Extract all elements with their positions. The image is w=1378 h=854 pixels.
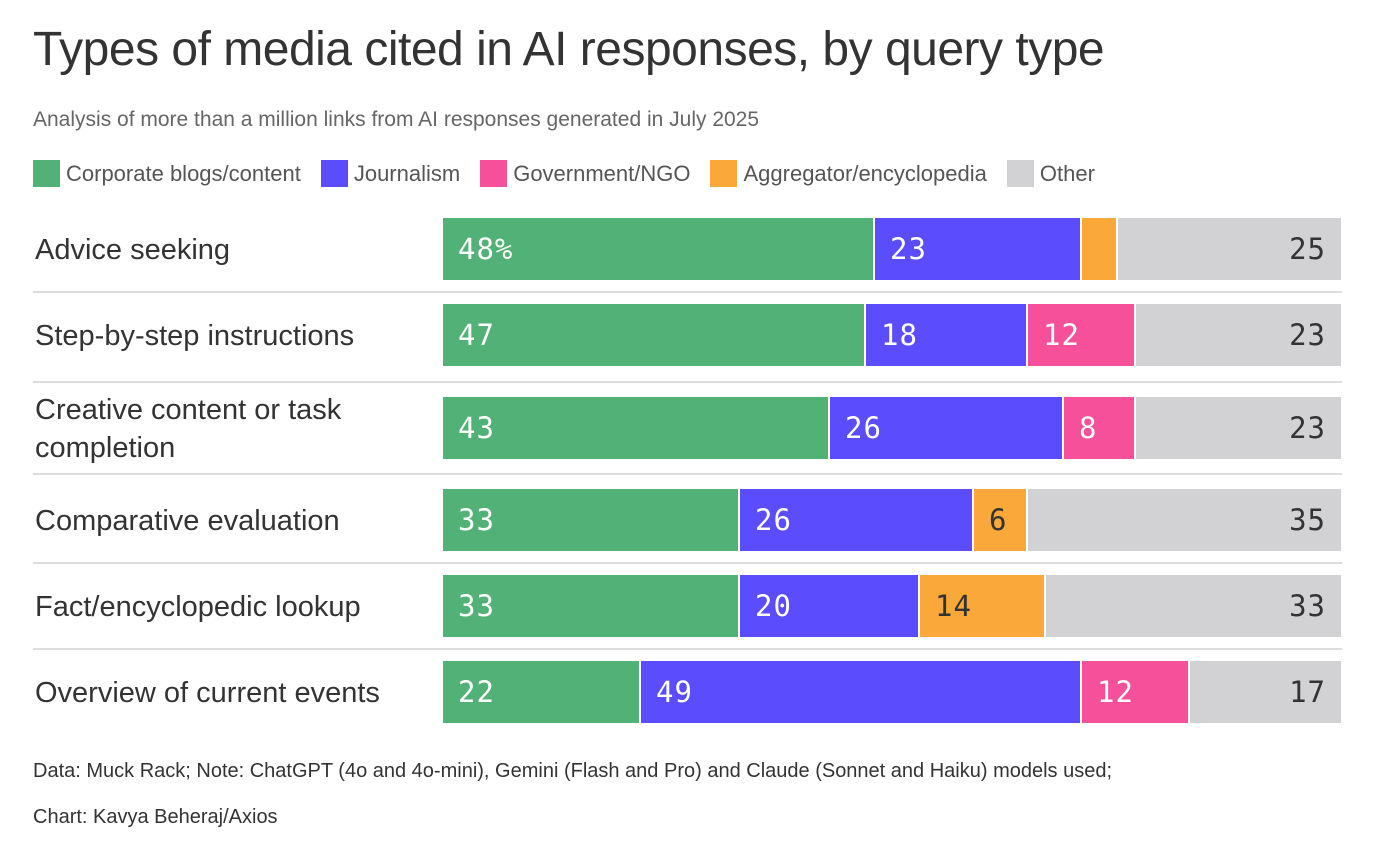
data-label: 8 [1079,411,1097,445]
bar-segment [441,659,641,725]
category-label: Creative content or task [35,394,342,426]
category-label: Comparative evaluation [35,505,340,537]
data-label: 12 [1097,675,1134,709]
bar-segment [1080,659,1190,725]
legend-label-government: Government/NGO [513,160,691,186]
data-label: 14 [935,589,972,623]
data-label: 20 [755,589,792,623]
bar-segment [873,216,1082,282]
data-label: 48% [458,232,513,266]
data-label: 23 [1289,318,1326,352]
category-label: Advice seeking [35,234,230,266]
data-label: 33 [458,503,495,537]
bar-segment [1026,487,1343,553]
bar-segment [441,487,740,553]
data-label: 33 [1289,589,1326,623]
category-label: Step-by-step instructions [35,320,354,352]
chart-title: Types of media cited in AI responses, by… [33,23,1105,76]
bar-segment [738,573,920,639]
bar-segment [441,216,875,282]
bar-segment [1188,659,1343,725]
bar-segment [1062,395,1136,461]
bar-segment [1134,302,1343,368]
legend-swatch-government [480,160,508,187]
legend-label-journalism: Journalism [353,160,461,186]
category-label: Overview of current events [35,677,380,709]
bar-segment [1080,216,1118,282]
data-label: 22 [458,675,495,709]
category-label: completion [35,432,175,464]
bar-segment [1044,573,1343,639]
data-label: 23 [890,232,927,266]
chart-subtitle: Analysis of more than a million links fr… [33,108,760,131]
data-label: 47 [458,318,495,352]
bar-segment [1116,216,1343,282]
legend-item-aggregator: Aggregator/encyclopedia [710,160,987,187]
legend-swatch-aggregator [710,160,738,187]
bar-segment [441,395,830,461]
legend-swatch-other [1006,160,1034,187]
data-label: 26 [845,411,882,445]
data-label: 12 [1043,318,1080,352]
legend-swatch-corporate [33,160,60,187]
legend-item-corporate: Corporate blogs/content [33,160,301,187]
bar-segment [828,395,1064,461]
data-label: 18 [881,318,918,352]
legend: Corporate blogs/content Journalism Gover… [33,160,1095,187]
data-label: 43 [458,411,495,445]
data-label: 17 [1289,675,1326,709]
data-label: 23 [1289,411,1326,445]
bar-segment [1026,302,1136,368]
bar-segment [639,659,1082,725]
legend-label-other: Other [1039,160,1095,186]
data-label: 25 [1289,232,1326,266]
stacked-bar-chart: Advice seeking 48% 23 25 Step-by-step instru… [33,216,1343,725]
bar-segment [441,302,866,368]
bar-segment [441,573,740,639]
source-note: Data: Muck Rack; Note: ChatGPT (4o and 4… [33,760,1113,782]
bar-segment [1134,395,1343,461]
data-label: 49 [656,675,693,709]
legend-swatch-journalism [320,160,348,187]
data-label: 33 [458,589,495,623]
bar-segment [972,487,1028,553]
legend-label-aggregator: Aggregator/encyclopedia [743,160,987,186]
legend-item-government: Government/NGO [480,160,690,187]
legend-item-journalism: Journalism [320,160,461,187]
legend-label-corporate: Corporate blogs/content [66,160,301,186]
category-label: Fact/encyclopedic lookup [35,591,361,623]
bar-segment [738,487,974,553]
legend-item-other: Other [1006,160,1095,187]
data-label: 26 [755,503,792,537]
credit-note: Chart: Kavya Beheraj/Axios [33,806,278,828]
data-label: 6 [989,503,1007,537]
data-label: 35 [1289,503,1326,537]
